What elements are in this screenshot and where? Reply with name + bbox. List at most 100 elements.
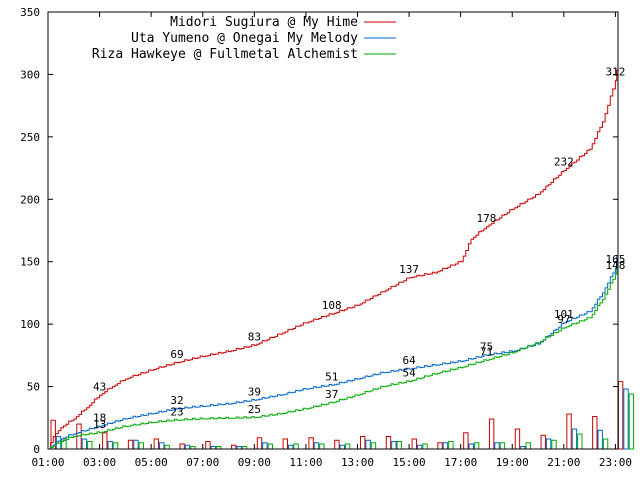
data-label: 23 — [170, 405, 183, 418]
x-tick-label: 07:00 — [186, 456, 219, 469]
hourly-bar — [566, 413, 572, 450]
data-label: 232 — [554, 156, 574, 169]
hourly-bar — [473, 442, 480, 450]
hourly-bar — [494, 442, 500, 450]
hourly-bar — [288, 444, 294, 450]
x-tick-label: 19:00 — [496, 456, 529, 469]
data-label: 75 — [480, 340, 493, 353]
hourly-bar — [231, 444, 237, 450]
y-tick-label: 300 — [20, 68, 40, 81]
data-label: 51 — [325, 370, 338, 383]
hourly-bar — [448, 441, 454, 450]
hourly-bar — [164, 444, 170, 450]
x-tick-label: 17:00 — [444, 456, 477, 469]
hourly-bar — [391, 441, 397, 450]
hourly-bar — [370, 442, 377, 450]
hourly-bar — [468, 443, 474, 450]
x-tick-label: 15:00 — [393, 456, 426, 469]
hourly-bar — [365, 439, 371, 450]
y-tick-label: 200 — [20, 193, 40, 206]
hourly-bar — [442, 442, 449, 450]
hourly-bar — [334, 439, 340, 450]
hourly-bar — [138, 442, 145, 450]
hourly-bar — [514, 428, 521, 450]
data-label: 165 — [605, 253, 625, 266]
hourly-bar — [602, 438, 609, 450]
hourly-bar — [87, 441, 93, 450]
hourly-bar — [81, 438, 88, 450]
hourly-bars — [50, 381, 635, 450]
data-label: 148 — [605, 259, 625, 272]
hourly-bar — [133, 439, 139, 450]
data-label: 137 — [399, 263, 419, 276]
legend-entry-label: Uta Yumeno @ Onegai My Melody — [131, 31, 358, 46]
x-tick-label: 13:00 — [341, 456, 374, 469]
y-tick-label: 0 — [33, 443, 40, 456]
hourly-bar — [540, 434, 546, 450]
data-label: 25 — [248, 403, 261, 416]
hourly-bar — [360, 436, 366, 450]
data-label: 178 — [477, 212, 497, 225]
data-label: 39 — [248, 385, 261, 398]
hourly-bar — [592, 416, 598, 450]
data-label: 312 — [605, 66, 625, 79]
y-tick-label: 250 — [20, 131, 40, 144]
hourly-bar — [422, 443, 428, 450]
data-label: 69 — [170, 348, 183, 361]
data-labels: 4369831081371782323121832395164751011651… — [93, 66, 625, 431]
hourly-bar — [416, 444, 423, 450]
hourly-bar — [282, 438, 289, 450]
legend-entry-label: Riza Hawkeye @ Fullmetal Alchemist — [92, 47, 358, 62]
x-tick-label: 21:00 — [547, 456, 580, 469]
hourly-bar — [463, 432, 469, 450]
series-line — [48, 264, 619, 450]
data-label: 101 — [554, 308, 574, 321]
x-tick-label: 23:00 — [599, 456, 632, 469]
plot-frame — [47, 11, 619, 450]
hourly-bar — [571, 428, 578, 450]
hourly-bar — [127, 439, 134, 450]
series-line — [48, 59, 619, 450]
x-tick-label: 11:00 — [289, 456, 322, 469]
data-label: 97 — [557, 313, 570, 326]
hourly-bar — [385, 436, 392, 450]
data-label: 108 — [322, 299, 342, 312]
hourly-bar — [179, 443, 185, 450]
hourly-bar — [293, 443, 299, 450]
data-label: 83 — [248, 330, 261, 343]
hourly-bar — [396, 441, 402, 450]
hourly-bar — [628, 393, 635, 450]
hourly-bar — [623, 388, 629, 450]
axes: 01:00 03:00 05:00 07:00 09:00 11:00 13:00 15:00… — [20, 6, 632, 469]
x-tick-label: 09:00 — [238, 456, 271, 469]
data-label: 71 — [480, 345, 493, 358]
x-tick-label: 01:00 — [31, 456, 64, 469]
hourly-bar — [102, 432, 108, 450]
hourly-bar — [488, 418, 495, 450]
hourly-bar — [205, 441, 211, 450]
x-tick-label: 05:00 — [135, 456, 168, 469]
y-tick-label: 350 — [20, 6, 40, 19]
data-label: 18 — [93, 412, 106, 425]
data-label: 32 — [170, 394, 183, 407]
hourly-bar — [262, 442, 268, 450]
data-label: 64 — [402, 354, 416, 367]
hourly-bar — [112, 442, 119, 450]
y-tick-label: 50 — [27, 381, 40, 394]
y-tick-label: 100 — [20, 318, 40, 331]
hourly-bar — [545, 438, 552, 450]
hourly-bar — [308, 437, 314, 450]
hourly-bar — [617, 381, 624, 450]
data-label: 37 — [325, 388, 338, 401]
hourly-bar — [499, 442, 506, 450]
hourly-bar — [153, 438, 160, 450]
hourly-bar — [184, 444, 191, 450]
y-tick-label: 150 — [20, 256, 40, 269]
hourly-bar — [437, 442, 443, 450]
hourly-bar — [551, 439, 557, 450]
x-tick-label: 03:00 — [83, 456, 116, 469]
hourly-bar — [256, 437, 263, 450]
hourly-bar — [411, 438, 417, 450]
data-label: 13 — [93, 418, 106, 431]
